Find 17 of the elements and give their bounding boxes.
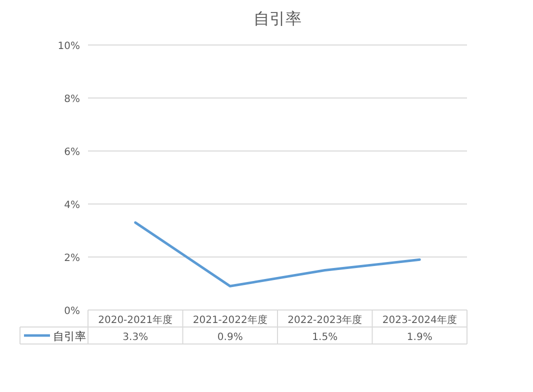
x-tick-label: 2020-2021年度 xyxy=(98,314,173,326)
text: 0.9% xyxy=(217,332,243,343)
y-tick-label: 8% xyxy=(64,94,80,105)
chart-title: 自引率 xyxy=(254,9,302,28)
text: 1.5% xyxy=(312,332,338,343)
x-tick-label: 2022-2023年度 xyxy=(288,314,362,326)
line-series xyxy=(134,221,421,288)
y-tick-label: 4% xyxy=(64,200,80,211)
x-tick-label: 2023-2024年度 xyxy=(382,314,457,326)
y-tick-label: 2% xyxy=(64,253,80,264)
y-tick-label: 0% xyxy=(64,306,80,317)
y-tick-label: 10% xyxy=(58,41,80,52)
text: 1.9% xyxy=(406,332,432,343)
text: 3.3% xyxy=(122,332,148,343)
x-tick-label: 2021-2022年度 xyxy=(192,314,268,326)
y-tick-label: 6% xyxy=(64,147,80,158)
legend-label: 自引率 xyxy=(53,330,86,343)
